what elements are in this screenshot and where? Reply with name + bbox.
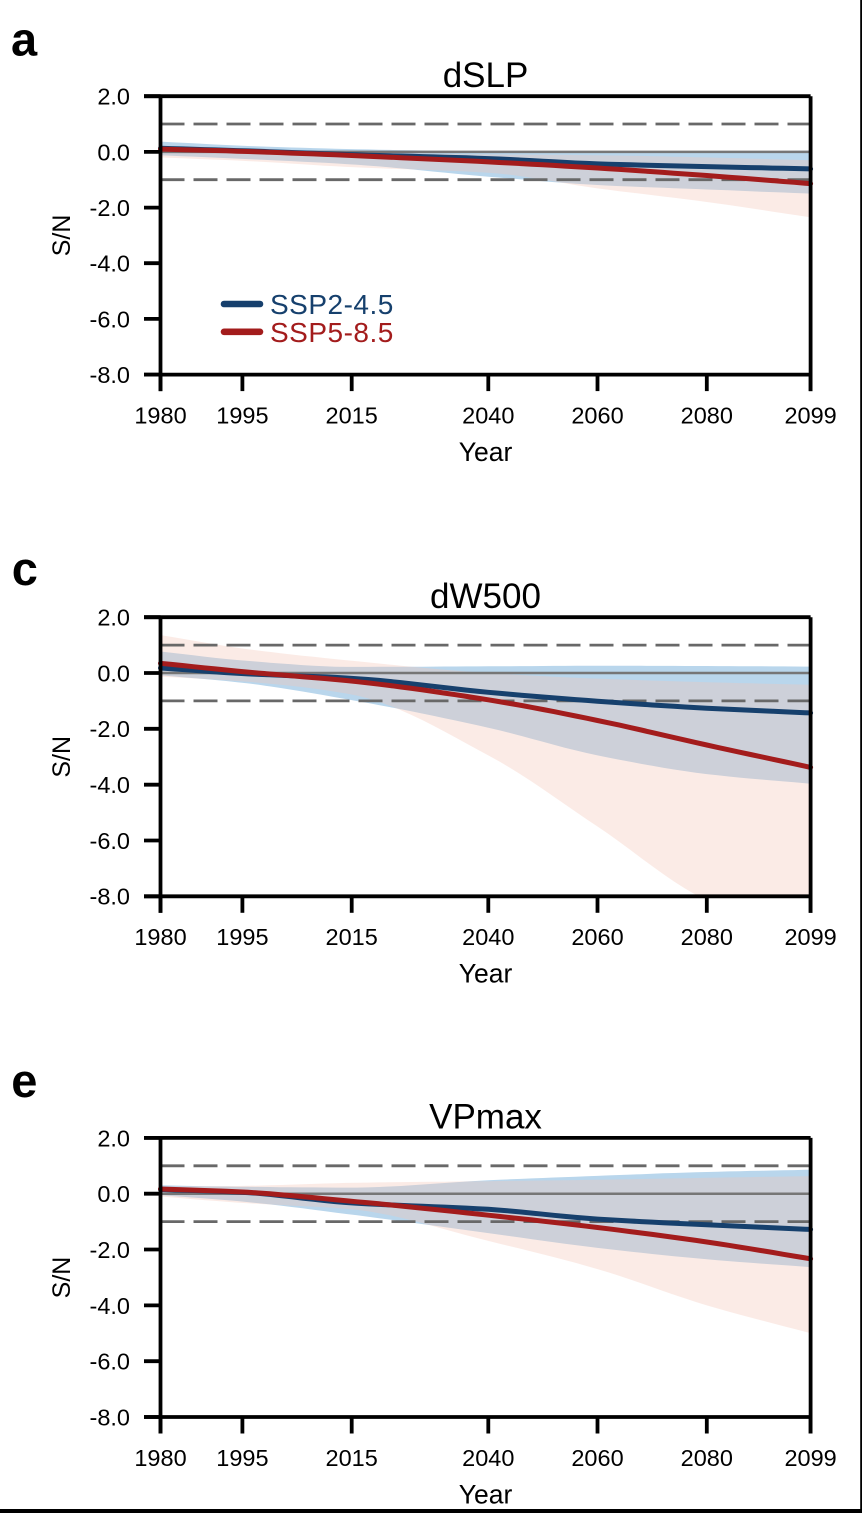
svg-text:2015: 2015 [326, 1445, 378, 1471]
svg-text:-8.0: -8.0 [90, 884, 131, 910]
svg-text:S/N: S/N [48, 1257, 76, 1299]
svg-text:2040: 2040 [462, 924, 514, 950]
svg-text:2.0: 2.0 [97, 605, 130, 631]
svg-text:2099: 2099 [784, 924, 836, 950]
svg-text:Year: Year [459, 1479, 513, 1509]
svg-text:1995: 1995 [216, 403, 268, 429]
svg-text:a: a [11, 13, 38, 66]
svg-text:0.0: 0.0 [97, 139, 130, 165]
svg-text:c: c [12, 542, 38, 595]
svg-text:VPmax: VPmax [429, 1098, 542, 1137]
svg-text:2060: 2060 [571, 403, 623, 429]
svg-text:Year: Year [459, 959, 513, 989]
svg-text:2060: 2060 [571, 924, 623, 950]
svg-text:2040: 2040 [462, 403, 514, 429]
svg-text:1980: 1980 [134, 1445, 186, 1471]
svg-text:2.0: 2.0 [97, 84, 130, 110]
svg-text:2099: 2099 [784, 1445, 836, 1471]
svg-text:2015: 2015 [326, 403, 378, 429]
svg-text:1980: 1980 [134, 403, 186, 429]
svg-text:SSP2-4.5: SSP2-4.5 [270, 289, 394, 320]
svg-text:dSLP: dSLP [443, 56, 529, 95]
svg-text:-6.0: -6.0 [90, 306, 131, 332]
svg-text:1995: 1995 [216, 1445, 268, 1471]
svg-text:-8.0: -8.0 [90, 362, 131, 388]
svg-text:dW500: dW500 [430, 577, 541, 616]
svg-text:S/N: S/N [48, 215, 76, 257]
svg-text:2080: 2080 [681, 1445, 733, 1471]
svg-text:2060: 2060 [571, 1445, 623, 1471]
svg-text:e: e [11, 1054, 37, 1107]
svg-text:2080: 2080 [681, 924, 733, 950]
svg-text:-2.0: -2.0 [90, 195, 131, 221]
svg-text:-4.0: -4.0 [90, 772, 131, 798]
svg-text:2099: 2099 [784, 403, 836, 429]
svg-text:S/N: S/N [48, 736, 76, 778]
svg-text:0.0: 0.0 [97, 1181, 130, 1207]
svg-text:2040: 2040 [462, 1445, 514, 1471]
svg-text:2080: 2080 [681, 403, 733, 429]
svg-text:-2.0: -2.0 [90, 1237, 131, 1263]
svg-text:-6.0: -6.0 [90, 828, 131, 854]
svg-text:2015: 2015 [326, 924, 378, 950]
svg-text:-8.0: -8.0 [90, 1404, 131, 1430]
svg-text:-6.0: -6.0 [90, 1349, 131, 1375]
svg-text:0.0: 0.0 [97, 660, 130, 686]
svg-text:Year: Year [459, 437, 513, 467]
svg-text:1980: 1980 [134, 924, 186, 950]
svg-text:1995: 1995 [216, 924, 268, 950]
svg-text:-4.0: -4.0 [90, 1293, 131, 1319]
svg-text:-4.0: -4.0 [90, 251, 131, 277]
svg-text:-2.0: -2.0 [90, 716, 131, 742]
svg-text:SSP5-8.5: SSP5-8.5 [270, 317, 394, 348]
svg-text:2.0: 2.0 [97, 1125, 130, 1151]
